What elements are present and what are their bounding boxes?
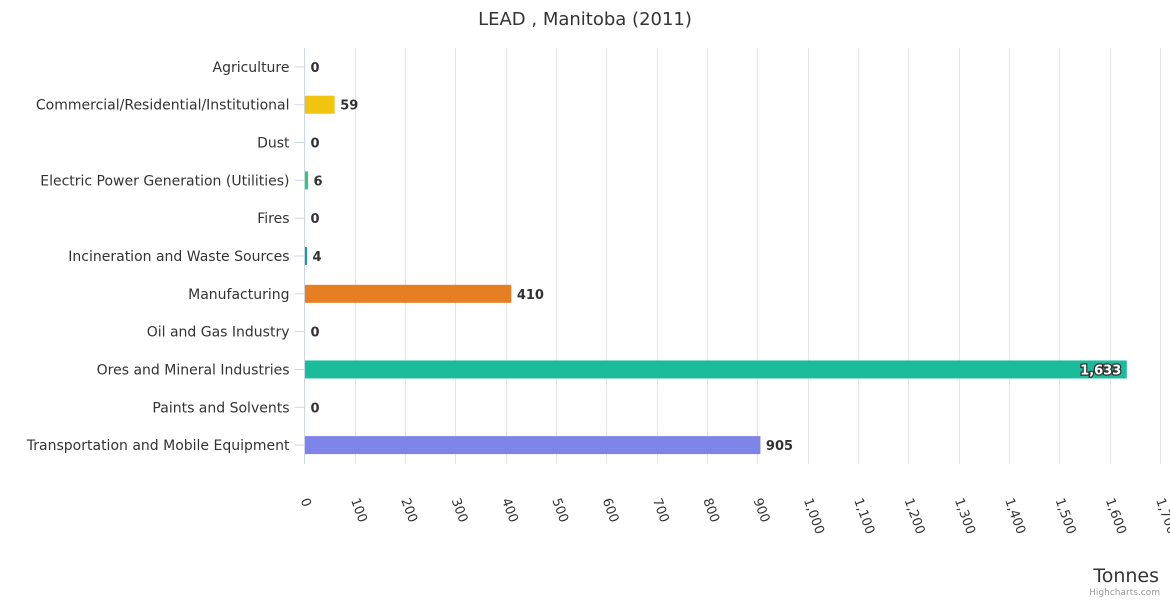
category-label: Incineration and Waste Sources	[68, 249, 289, 265]
data-label: 0	[311, 137, 320, 152]
bar[interactable]	[305, 171, 309, 190]
value-tick-label: 1,300	[951, 496, 978, 536]
value-tick-label: 1,200	[901, 496, 928, 536]
value-tick-label: 1,100	[850, 496, 877, 536]
value-axis-ticks: 0 100 200 300 400 500 600 700 800 900 1,000 1,100 1,…	[297, 496, 1170, 536]
category-label: Commercial/Residential/Institutional	[36, 98, 290, 114]
bar[interactable]	[305, 247, 308, 265]
category-label: Transportation and Mobile Equipment	[26, 438, 290, 454]
category-label: Agriculture	[213, 60, 290, 76]
value-tick-label: 1,700	[1152, 496, 1170, 536]
value-tick-label: 200	[397, 496, 420, 524]
category-label: Ores and Mineral Industries	[97, 362, 290, 378]
category-label: Oil and Gas Industry	[147, 325, 290, 341]
data-label: 59	[340, 99, 358, 114]
category-label: Fires	[257, 211, 289, 227]
data-label: 1,633	[1080, 363, 1121, 378]
value-tick-label: 700	[649, 496, 672, 524]
data-label: 410	[517, 288, 544, 303]
bar[interactable]	[305, 360, 1127, 379]
value-tick-label: 1,500	[1052, 496, 1079, 536]
data-label: 6	[314, 174, 323, 189]
value-tick-label: 100	[347, 496, 370, 524]
data-label: 0	[311, 326, 320, 341]
credits-link[interactable]: Highcharts.com	[1089, 588, 1160, 598]
value-tick-label: 800	[699, 496, 722, 524]
category-label: Manufacturing	[188, 287, 289, 303]
chart-title: LEAD , Manitoba (2011)	[478, 9, 692, 30]
data-label: 0	[311, 401, 320, 416]
value-tick-label: 0	[297, 496, 314, 509]
category-label: Paints and Solvents	[152, 400, 289, 416]
grid-lines	[355, 48, 1161, 464]
category-label: Electric Power Generation (Utilities)	[40, 173, 289, 189]
data-label: 0	[311, 61, 320, 76]
value-tick-label: 1,600	[1102, 496, 1129, 536]
data-label: 0	[311, 212, 320, 227]
value-tick-label: 1,000	[800, 496, 827, 536]
value-tick-label: 1,400	[1001, 496, 1028, 536]
category-axis: Agriculture Commercial/Residential/Instit…	[26, 48, 305, 464]
bar[interactable]	[305, 95, 335, 114]
bar[interactable]	[305, 436, 761, 455]
data-label: 905	[766, 439, 793, 454]
value-tick-label: 900	[750, 496, 773, 524]
data-label: 4	[313, 250, 322, 265]
value-tick-label: 500	[548, 496, 571, 524]
category-label: Dust	[257, 136, 290, 152]
value-tick-label: 600	[599, 496, 622, 524]
value-axis-title: Tonnes	[1092, 565, 1159, 587]
bars: 0 59 0 6 0 4 410 0 1,633 0 905	[305, 61, 1127, 455]
value-tick-label: 400	[498, 496, 521, 524]
value-tick-label: 300	[448, 496, 471, 524]
bar[interactable]	[305, 284, 512, 303]
